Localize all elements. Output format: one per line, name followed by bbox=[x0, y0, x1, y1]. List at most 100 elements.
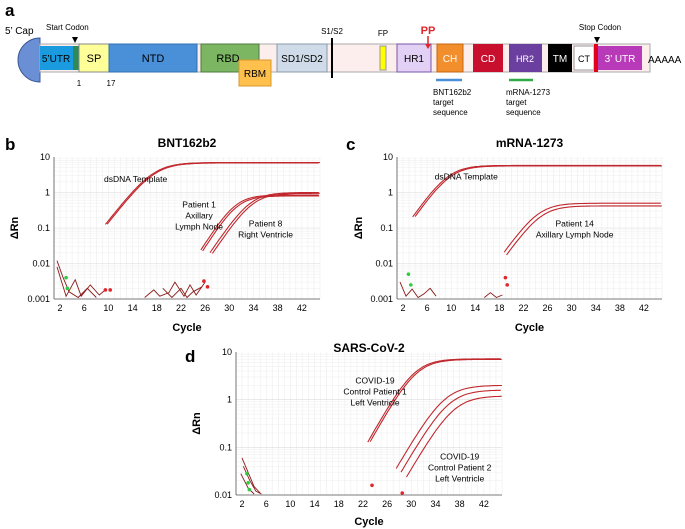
x-tick-label: 38 bbox=[615, 303, 625, 313]
position-17-label: 17 bbox=[107, 79, 116, 88]
mrna-target-line3: sequence bbox=[506, 108, 541, 117]
curve-annotation: Control Patient 1 bbox=[343, 386, 407, 396]
five-cap-label: 5’ Cap bbox=[5, 26, 34, 37]
bnt-target-line3: sequence bbox=[433, 108, 468, 117]
segment-3utr bbox=[598, 46, 642, 70]
segment-rbm-label: RBM bbox=[244, 69, 266, 80]
y-tick-label: 10 bbox=[40, 152, 50, 162]
data-point-marker bbox=[108, 288, 113, 292]
segment-cd-label: CD bbox=[481, 54, 495, 65]
data-point-marker bbox=[505, 283, 510, 287]
panel-a: a 5’ Cap Start Codon 5’UTR SP 1 17 NTD R… bbox=[5, 1, 682, 117]
data-point-marker bbox=[246, 481, 250, 485]
x-tick-label: 34 bbox=[430, 499, 440, 509]
curve-annotation: Control Patient 2 bbox=[428, 463, 492, 473]
amplification-curve bbox=[400, 389, 501, 473]
x-tick-label: 34 bbox=[591, 303, 601, 313]
segment-hr1-label: HR1 bbox=[404, 54, 424, 65]
segment-3utr-label: 3’ UTR bbox=[605, 54, 636, 65]
x-tick-label: 42 bbox=[297, 303, 307, 313]
y-tick-label: 0.1 bbox=[380, 223, 393, 233]
y-tick-label: 1 bbox=[45, 188, 50, 198]
five-cap-shape bbox=[17, 37, 41, 83]
panel-d-letter: d bbox=[185, 347, 195, 366]
amplification-curve bbox=[506, 205, 662, 256]
y-tick-label: 1 bbox=[388, 188, 393, 198]
baseline-noise-trace bbox=[240, 473, 255, 495]
x-tick-label: 22 bbox=[358, 499, 368, 509]
amplification-curve bbox=[369, 358, 502, 442]
curve-annotation: Left Ventricle bbox=[435, 474, 484, 484]
data-point-marker bbox=[205, 285, 210, 289]
pp-arrow-head bbox=[425, 44, 431, 49]
x-tick-label: 18 bbox=[494, 303, 504, 313]
segment-ch-label: CH bbox=[443, 54, 457, 65]
segment-ntd-label: NTD bbox=[142, 53, 165, 65]
x-axis-label: Cycle bbox=[515, 322, 544, 334]
x-tick-label: 30 bbox=[224, 303, 234, 313]
x-tick-label: 42 bbox=[479, 499, 489, 509]
curve-annotation: Left Ventricle bbox=[350, 397, 399, 407]
x-tick-label: 30 bbox=[406, 499, 416, 509]
y-tick-label: 0.01 bbox=[375, 259, 393, 269]
baseline-noise-trace bbox=[484, 292, 503, 299]
segment-hr2 bbox=[509, 44, 542, 72]
data-point-marker bbox=[247, 487, 252, 492]
segment-hr2-label: HR2 bbox=[516, 54, 534, 64]
segment-ch bbox=[436, 43, 464, 73]
amplification-curve bbox=[211, 192, 320, 254]
segment-tm-label: TM bbox=[553, 54, 567, 65]
segment-sp bbox=[78, 43, 110, 73]
baseline-noise-trace bbox=[241, 457, 261, 494]
x-tick-label: 14 bbox=[128, 303, 138, 313]
y-tick-label: 0.001 bbox=[370, 294, 393, 304]
baseline-noise-trace bbox=[162, 286, 203, 299]
pp-label: PP bbox=[421, 25, 436, 37]
x-tick-label: 10 bbox=[285, 499, 295, 509]
mrna-target-line2: target bbox=[506, 98, 527, 107]
fp-label: FP bbox=[378, 29, 388, 38]
y-axis-label: ΔRn bbox=[353, 216, 365, 239]
chart-title: mRNA-1273 bbox=[496, 136, 564, 150]
amplification-curve bbox=[209, 191, 319, 254]
data-point-marker bbox=[245, 471, 249, 476]
x-tick-label: 2 bbox=[58, 303, 63, 313]
data-point-marker bbox=[370, 483, 374, 488]
x-tick-label: 10 bbox=[103, 303, 113, 313]
amplification-curve bbox=[106, 162, 319, 225]
x-tick-label: 2 bbox=[401, 303, 406, 313]
chart-title: SARS-CoV-2 bbox=[333, 341, 405, 355]
data-point-marker bbox=[65, 286, 70, 291]
data-point-marker bbox=[409, 283, 413, 287]
bnt-target-line2: target bbox=[433, 98, 454, 107]
amplification-curve bbox=[414, 165, 662, 217]
stop-codon-marker bbox=[594, 37, 600, 43]
start-codon-marker bbox=[72, 37, 78, 43]
segment-sp-label: SP bbox=[87, 53, 102, 65]
chart-title: BNT162b2 bbox=[158, 136, 217, 150]
segment-5utr-label: 5’UTR bbox=[42, 54, 70, 65]
x-tick-label: 10 bbox=[446, 303, 456, 313]
segment-ntd bbox=[108, 43, 198, 73]
curve-annotation: Axillary Lymph Node bbox=[536, 230, 614, 240]
x-tick-label: 2 bbox=[240, 499, 245, 509]
baseline-noise-trace bbox=[56, 260, 97, 299]
segment-hr1 bbox=[396, 43, 432, 73]
curve-annotation: Patient 14 bbox=[556, 219, 595, 229]
segment-rbm bbox=[238, 59, 272, 87]
curve-annotation: Patient 1 bbox=[182, 199, 216, 209]
segment-stop bbox=[594, 44, 598, 72]
segment-sd1sd2 bbox=[276, 43, 328, 73]
amplification-curve bbox=[200, 194, 319, 251]
stop-codon-label: Stop Codon bbox=[579, 23, 621, 32]
curve-annotation: Axillary bbox=[185, 210, 213, 220]
s1s2-label: S1/S2 bbox=[321, 27, 343, 36]
amplification-curve bbox=[367, 358, 501, 443]
x-tick-label: 26 bbox=[382, 499, 392, 509]
data-point-marker bbox=[406, 272, 411, 276]
mrna-target-line1: mRNA-1273 bbox=[506, 88, 551, 97]
curve-annotation: Patient 8 bbox=[249, 219, 283, 229]
